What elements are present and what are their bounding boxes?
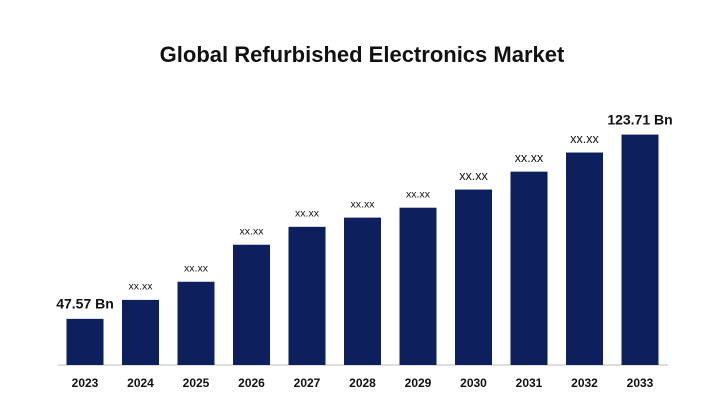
value-label: xx.xx <box>184 263 209 275</box>
x-tick-label: 2027 <box>294 376 321 390</box>
value-label: xx.xx <box>515 151 544 165</box>
value-label: 123.71 Bn <box>607 111 672 127</box>
value-label: xx.xx <box>295 208 320 220</box>
value-label: xx.xx <box>351 198 376 210</box>
bar <box>455 189 492 365</box>
x-tick-label: 2024 <box>127 376 154 390</box>
value-label: 47.57 Bn <box>56 296 114 312</box>
x-tick-label: 2031 <box>516 376 543 390</box>
bar <box>566 152 603 365</box>
x-tick-label: 2030 <box>460 376 487 390</box>
chart-title: Global Refurbished Electronics Market <box>160 42 565 67</box>
bar <box>177 281 215 365</box>
x-tick-label: 2023 <box>72 376 99 390</box>
value-label: xx.xx <box>129 281 154 293</box>
bar <box>510 171 548 365</box>
bar <box>288 226 326 365</box>
bar <box>122 299 159 365</box>
bar <box>399 207 437 365</box>
bar <box>233 244 270 365</box>
bar <box>344 217 381 365</box>
x-tick-label: 2026 <box>238 376 265 390</box>
value-label: xx.xx <box>570 132 599 146</box>
value-label: xx.xx <box>459 169 488 183</box>
x-tick-label: 2032 <box>571 376 598 390</box>
x-tick-label: 2033 <box>627 376 654 390</box>
x-tick-label: 2028 <box>349 376 376 390</box>
x-tick-label: 2025 <box>183 376 210 390</box>
bar <box>621 134 659 365</box>
value-label: xx.xx <box>240 226 265 238</box>
value-label: xx.xx <box>406 188 431 200</box>
bar <box>66 318 104 365</box>
x-tick-label: 2029 <box>405 376 432 390</box>
